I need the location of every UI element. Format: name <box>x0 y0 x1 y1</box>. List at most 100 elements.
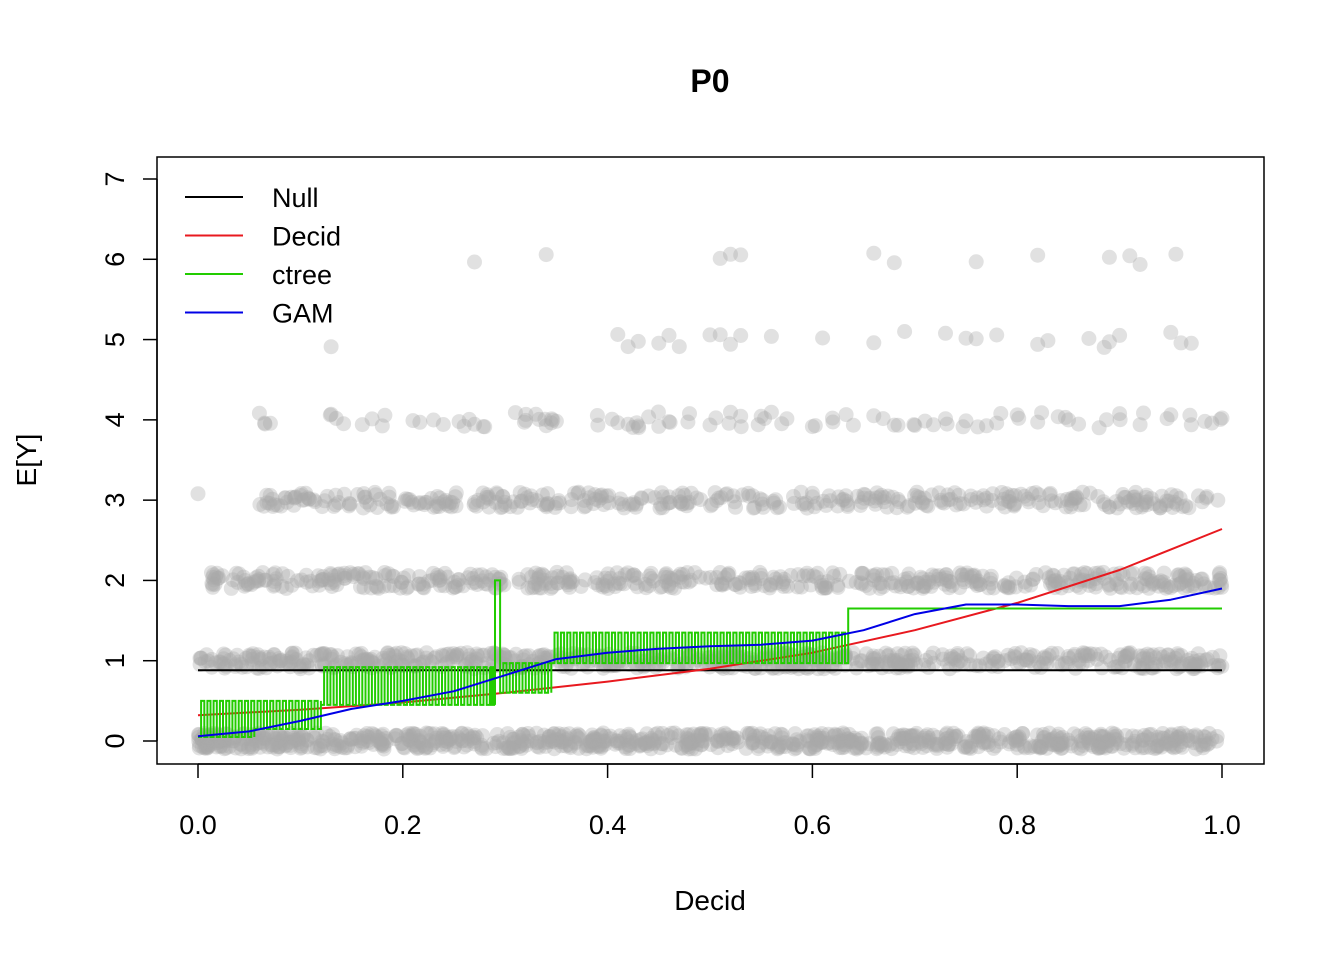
data-point <box>523 488 539 504</box>
data-point <box>841 733 857 749</box>
data-point <box>1028 567 1044 582</box>
data-point <box>730 734 746 750</box>
data-point <box>291 732 307 748</box>
data-point <box>760 738 776 754</box>
data-point <box>1052 737 1068 753</box>
data-point <box>672 570 688 585</box>
data-point <box>262 415 278 431</box>
data-point <box>882 653 898 669</box>
data-point <box>386 647 401 663</box>
data-point <box>323 339 339 355</box>
data-point <box>652 740 668 756</box>
data-point <box>799 732 815 748</box>
data-point <box>921 732 937 748</box>
data-point <box>710 734 726 750</box>
data-point <box>543 580 559 596</box>
data-point <box>1166 578 1181 594</box>
data-point <box>233 737 249 753</box>
data-point <box>326 739 342 754</box>
y-tick-label: 7 <box>100 171 130 186</box>
data-point <box>529 735 545 751</box>
data-point <box>779 411 795 427</box>
data-point <box>435 738 451 754</box>
data-point <box>897 324 913 339</box>
data-point <box>641 578 657 594</box>
data-point <box>363 651 379 667</box>
data-point <box>1052 574 1068 590</box>
data-point <box>373 732 389 748</box>
data-point <box>1034 405 1050 421</box>
data-point <box>545 412 561 428</box>
data-point <box>880 648 896 664</box>
data-point <box>448 649 464 665</box>
data-point <box>1199 737 1215 753</box>
data-point <box>1094 735 1110 751</box>
data-point <box>820 735 836 751</box>
data-point <box>478 569 494 585</box>
data-point <box>293 740 309 756</box>
data-point <box>556 734 572 750</box>
data-point <box>1008 650 1023 665</box>
data-point <box>536 727 552 743</box>
data-point <box>438 729 453 745</box>
data-point <box>1103 652 1118 668</box>
data-point <box>474 741 490 757</box>
data-point <box>441 498 457 514</box>
data-point <box>728 577 744 592</box>
data-point <box>827 734 843 750</box>
data-point <box>325 736 341 752</box>
data-point <box>968 254 984 270</box>
data-point <box>892 660 908 676</box>
data-point <box>288 652 304 667</box>
data-point <box>1164 728 1180 743</box>
data-point <box>1106 659 1122 675</box>
data-point <box>194 739 210 755</box>
data-point <box>1167 732 1183 748</box>
data-point <box>293 738 309 754</box>
data-point <box>258 660 274 676</box>
data-point <box>474 740 489 755</box>
fitted-lines <box>197 528 1223 738</box>
data-point <box>801 740 817 756</box>
data-point <box>560 737 576 753</box>
data-point <box>938 325 953 341</box>
data-point <box>838 737 853 753</box>
data-point <box>1055 735 1071 751</box>
data-point <box>774 730 790 746</box>
data-point <box>448 649 464 665</box>
data-point <box>1091 740 1106 756</box>
data-point <box>595 660 611 676</box>
data-point <box>325 727 341 743</box>
data-point <box>1155 649 1171 665</box>
data-point <box>265 737 281 753</box>
data-point <box>1030 738 1046 754</box>
data-point <box>1009 656 1025 671</box>
data-point <box>964 734 980 749</box>
data-point <box>276 729 292 745</box>
data-point <box>267 654 283 670</box>
data-point <box>222 652 238 668</box>
data-point <box>329 648 345 664</box>
data-point <box>598 728 614 744</box>
data-point <box>1054 657 1070 673</box>
data-point <box>301 653 317 669</box>
data-point <box>377 653 392 669</box>
data-point <box>725 730 741 746</box>
data-point <box>256 649 272 665</box>
data-point <box>1135 732 1151 748</box>
data-point <box>1160 647 1176 663</box>
data-point <box>917 729 933 744</box>
data-point <box>890 652 906 668</box>
data-point <box>265 739 280 755</box>
data-point <box>938 735 954 751</box>
data-point <box>693 492 708 508</box>
data-point <box>1122 565 1138 581</box>
data-point <box>1195 737 1210 753</box>
data-point <box>1118 737 1134 753</box>
data-point <box>946 731 962 747</box>
data-point <box>206 572 222 588</box>
data-point <box>359 726 375 741</box>
data-point <box>753 660 769 676</box>
data-point <box>420 573 436 589</box>
data-point <box>267 730 283 746</box>
